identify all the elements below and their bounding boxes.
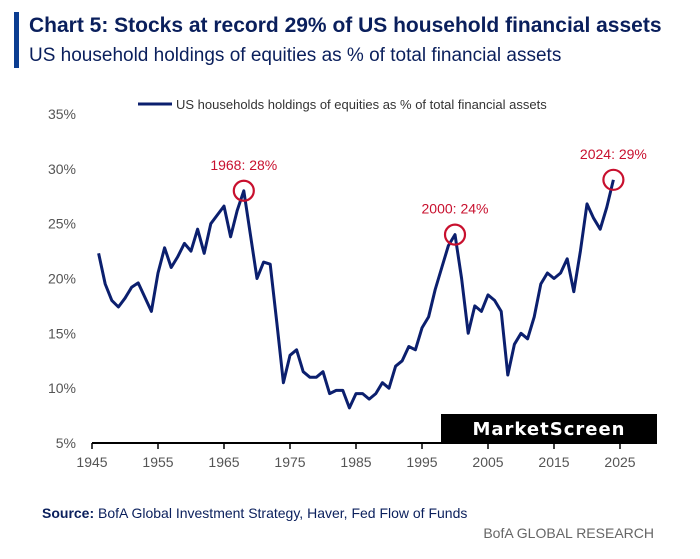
annotation-marker bbox=[602, 168, 625, 191]
legend-label: US households holdings of equities as % … bbox=[176, 97, 547, 112]
title-accent-bar bbox=[14, 12, 19, 68]
annotations: 1968: 28% 2000: 24% 2024: 29% bbox=[210, 146, 647, 246]
marketscreen-watermark: MarketScreen bbox=[441, 414, 657, 444]
x-tick-label: 1945 bbox=[76, 454, 107, 470]
source-label: Source: bbox=[42, 505, 95, 521]
brand-label: BofA GLOBAL RESEARCH bbox=[483, 525, 654, 541]
series-line bbox=[97, 179, 615, 410]
x-tick-label: 1965 bbox=[208, 454, 239, 470]
annotation-label: 1968: 28% bbox=[210, 157, 277, 173]
x-tick-label: 2005 bbox=[472, 454, 503, 470]
y-tick-label: 15% bbox=[48, 325, 76, 341]
source-note: Source: BofA Global Investment Strategy,… bbox=[42, 505, 467, 521]
annotation-marker bbox=[443, 223, 467, 246]
x-tick-label: 1995 bbox=[406, 454, 437, 470]
y-tick-label: 10% bbox=[48, 380, 76, 396]
annotation-label: 2024: 29% bbox=[580, 146, 647, 162]
x-tick-label: 1985 bbox=[340, 454, 371, 470]
x-tick-label: 2025 bbox=[604, 454, 635, 470]
x-tick-label: 2015 bbox=[538, 454, 569, 470]
y-tick-label: 35% bbox=[48, 106, 76, 122]
y-tick-label: 30% bbox=[48, 161, 76, 177]
legend: US households holdings of equities as % … bbox=[138, 97, 547, 112]
y-tick-label: 20% bbox=[48, 271, 76, 287]
y-axis-ticks: 5% 10% 15% 20% 25% 30% 35% bbox=[48, 106, 76, 451]
y-tick-label: 5% bbox=[56, 435, 76, 451]
chart-title: Chart 5: Stocks at record 29% of US hous… bbox=[29, 14, 662, 37]
x-axis-ticks: 1945 1955 1965 1975 1985 1995 2005 2015 2025 bbox=[76, 443, 636, 470]
source-text: BofA Global Investment Strategy, Haver, … bbox=[98, 505, 468, 521]
chart-subtitle: US household holdings of equities as % o… bbox=[29, 45, 562, 66]
x-tick-label: 1955 bbox=[142, 454, 173, 470]
annotation-label: 2000: 24% bbox=[422, 201, 489, 217]
y-tick-label: 25% bbox=[48, 216, 76, 232]
x-tick-label: 1975 bbox=[274, 454, 305, 470]
annotation-marker bbox=[232, 179, 255, 202]
